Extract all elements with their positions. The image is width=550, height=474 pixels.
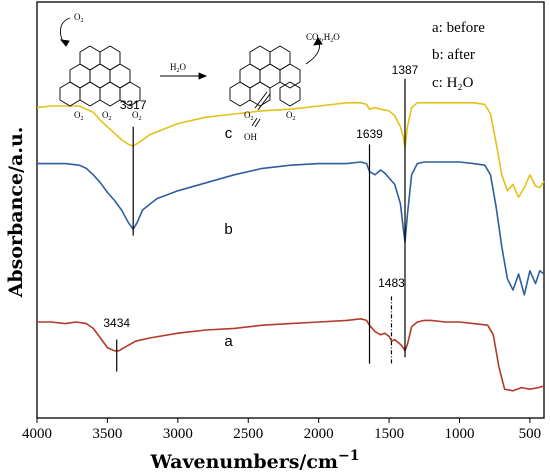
legend: a: before b: after c: H₂O	[432, 20, 485, 91]
x-tick-label-3500: 3500	[92, 426, 122, 442]
peak-label-3317: 3317	[120, 98, 147, 112]
x-tick-label-1500: 1500	[374, 426, 404, 442]
scheme-label-o2-2: O2	[102, 110, 112, 122]
series-group	[36, 102, 545, 392]
x-tick-label-3000: 3000	[163, 426, 193, 442]
x-tick-label-4000: 4000	[22, 426, 52, 442]
curve-label-c: c	[225, 125, 233, 142]
scheme-label-o2-4: O2	[244, 110, 254, 122]
scheme-o2-arrowhead	[59, 39, 70, 47]
curve-label-b: b	[224, 221, 232, 238]
plot-frame	[36, 1, 545, 419]
scheme-reaction-arrowhead	[198, 72, 208, 80]
scheme-co2-arrowhead	[313, 37, 323, 46]
legend-entry-a: a: before	[432, 20, 485, 36]
curve-label-a: a	[224, 333, 233, 350]
scheme-molecule-before	[59, 45, 141, 107]
x-tick-label-2000: 2000	[304, 426, 334, 442]
scheme-label-co2h2o: CO2,H2O	[306, 32, 340, 44]
scheme-labels: O2 O2 O2 O2 H2O CO2,H2O O2 O2 OH	[74, 12, 340, 142]
x-tick-label-2500: 2500	[233, 426, 263, 442]
peak-label-1639: 1639	[356, 127, 383, 141]
peak-label-1483: 1483	[378, 276, 405, 290]
legend-entry-b: b: after	[432, 47, 475, 63]
scheme-label-o2-3: O2	[132, 110, 142, 122]
peak-label-1387: 1387	[392, 63, 419, 77]
legend-entry-c: c: H₂O	[432, 75, 474, 91]
x-axis-title-sup: −1	[338, 448, 359, 464]
scheme-molecule-after	[229, 45, 301, 128]
curve-labels: a b c	[224, 125, 233, 350]
scheme-label-h2o: H2O	[170, 62, 187, 74]
scheme-label-o2-5: O2	[286, 110, 296, 122]
x-tick-label-1000: 1000	[445, 426, 475, 442]
series-b-line	[37, 161, 545, 296]
y-axis-title: Absorbance/a.u.	[5, 127, 27, 299]
x-axis-title: Wavenumbers/cm−1	[149, 448, 359, 473]
x-tick-label-500: 500	[519, 426, 542, 442]
peak-label-3434: 3434	[103, 316, 130, 330]
scheme-label-o2-top: O2	[74, 12, 84, 24]
x-axis-title-main: Wavenumbers/cm	[149, 451, 338, 473]
x-axis-ticks: 4000 3500 3000 2500 2000 1500 1000 500	[22, 418, 541, 442]
series-c-line	[36, 102, 545, 198]
scheme-label-o2-1: O2	[74, 110, 84, 122]
peak-annotations: 3317 1387 1639 1483 3434	[103, 63, 419, 372]
scheme-label-oh: OH	[244, 132, 257, 142]
series-a-line	[37, 318, 545, 392]
reaction-scheme	[59, 17, 323, 128]
